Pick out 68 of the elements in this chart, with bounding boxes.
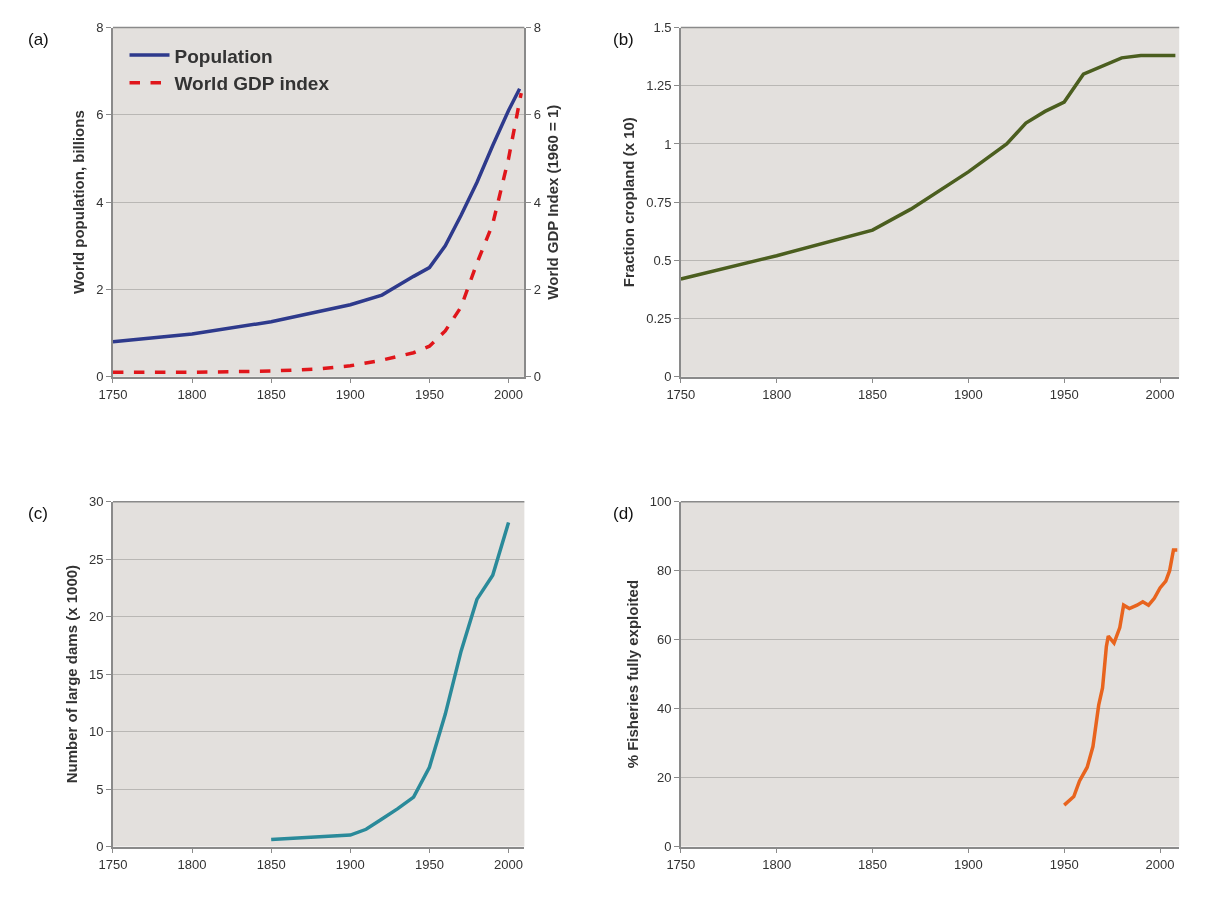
y-axis-title: Number of large dams (x 1000) xyxy=(62,564,80,784)
y-tick-label: 1.25 xyxy=(646,78,672,94)
x-tick-label: 1750 xyxy=(98,387,128,403)
x-tick-label: 1850 xyxy=(256,856,286,872)
x-tick-label: 2000 xyxy=(1145,856,1175,872)
y-tick-label: 15 xyxy=(89,666,104,682)
y-tick-label: 40 xyxy=(657,701,672,717)
y2-tick-label: 6 xyxy=(533,107,541,123)
y-tick-label: 0 xyxy=(96,369,104,385)
y2-axis-title: World GDP Index (1960 = 1) xyxy=(544,104,562,300)
line-series xyxy=(1062,548,1180,807)
x-tick-label: 1900 xyxy=(335,387,365,403)
y-tick-label: 20 xyxy=(657,770,672,786)
y-tick-label: 0.75 xyxy=(646,194,672,210)
y-tick-label: 100 xyxy=(649,494,672,510)
x-tick-label: 1950 xyxy=(1049,387,1079,403)
legend-label: Population xyxy=(174,45,273,67)
y-tick-label: 0 xyxy=(664,839,672,855)
x-tick-label: 2000 xyxy=(1145,387,1175,403)
x-tick-label: 2000 xyxy=(494,856,524,872)
y-tick-label: 1.5 xyxy=(653,20,672,36)
legend-label: World GDP index xyxy=(174,73,330,95)
y-tick-label: 0.5 xyxy=(653,252,672,268)
y-tick-label: 20 xyxy=(89,609,104,625)
x-tick-label: 1850 xyxy=(256,387,286,403)
y-tick-label: 0 xyxy=(96,839,104,855)
y-tick-label: 4 xyxy=(96,194,104,210)
x-tick-label: 1850 xyxy=(858,387,887,403)
x-tick-label: 1800 xyxy=(177,387,207,403)
y-tick-label: 8 xyxy=(96,20,104,36)
y-tick-label: 6 xyxy=(96,107,104,123)
y-tick-label: 25 xyxy=(89,551,104,567)
y-tick-label: 0.25 xyxy=(646,311,672,327)
y-tick-label: 80 xyxy=(657,563,672,579)
y-axis-title: Fraction cropland (x 10) xyxy=(619,117,637,288)
line-series xyxy=(680,53,1178,281)
x-tick-label: 1900 xyxy=(335,856,365,872)
x-tick-label: 2000 xyxy=(494,387,524,403)
x-tick-label: 1900 xyxy=(953,387,983,403)
y-tick-label: 0 xyxy=(664,369,672,385)
x-tick-label: 1750 xyxy=(666,856,696,872)
chart-title: (d) xyxy=(613,504,634,523)
x-tick-label: 1750 xyxy=(98,856,128,872)
x-tick-label: 1800 xyxy=(762,387,792,403)
y-tick-label: 30 xyxy=(89,494,104,510)
line-series xyxy=(269,520,511,842)
x-tick-label: 1800 xyxy=(762,856,792,872)
chart-title: (c) xyxy=(28,504,48,523)
y-tick-label: 5 xyxy=(96,781,104,797)
y-tick-label: 2 xyxy=(96,282,104,297)
y2-tick-label: 4 xyxy=(533,194,541,210)
y2-tick-label: 0 xyxy=(533,369,541,385)
x-tick-label: 1750 xyxy=(666,387,696,403)
x-tick-label: 1900 xyxy=(953,856,983,872)
y-tick-label: 1 xyxy=(664,136,672,152)
x-tick-label: 1950 xyxy=(414,387,444,403)
y-axis-title: World population, billions xyxy=(70,110,88,295)
chart-title: (b) xyxy=(613,30,634,49)
y2-tick-label: 2 xyxy=(533,282,541,297)
x-tick-label: 1950 xyxy=(414,856,444,872)
y-tick-label: 60 xyxy=(657,632,672,648)
x-tick-label: 1800 xyxy=(177,856,207,872)
y-tick-label: 10 xyxy=(89,724,104,740)
x-tick-label: 1950 xyxy=(1049,856,1079,872)
y-axis-title: % Fisheries fully exploited xyxy=(623,579,641,769)
chart-title: (a) xyxy=(28,30,49,49)
x-tick-label: 1850 xyxy=(858,856,887,872)
y2-tick-label: 8 xyxy=(533,20,541,36)
